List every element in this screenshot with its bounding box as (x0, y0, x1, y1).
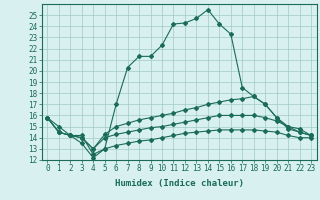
X-axis label: Humidex (Indice chaleur): Humidex (Indice chaleur) (115, 179, 244, 188)
